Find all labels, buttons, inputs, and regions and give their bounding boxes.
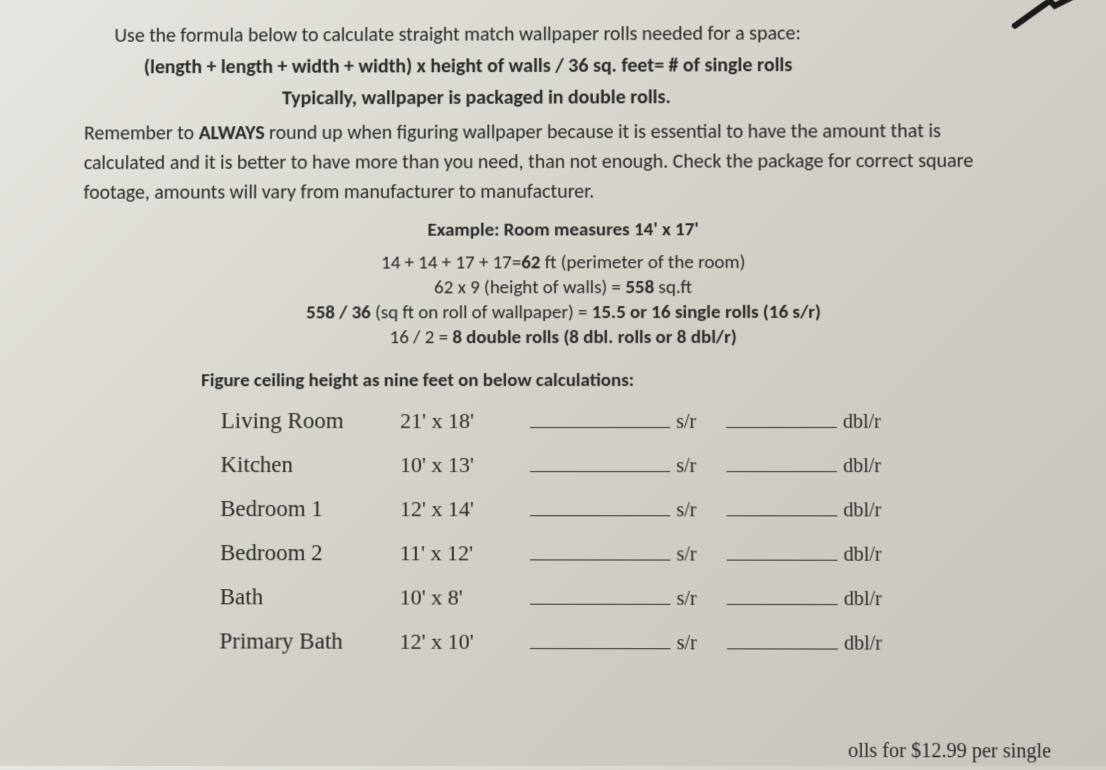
double-roll-blank[interactable] [727,540,838,560]
figure-header: Figure ceiling height as nine feet on be… [201,369,1048,393]
calc-line-3: 558 / 36 (sq ft on roll of wallpaper) = … [82,301,1047,325]
room-row: Bedroom 211' x 12' s/r dbl/r [220,540,1050,567]
dbl-label: dbl/r [843,411,881,434]
remember-prefix: Remember to [84,121,199,145]
dbl-label: dbl/r [843,455,881,478]
double-roll-blank[interactable] [727,496,838,516]
room-dimensions: 10' x 8' [400,584,530,610]
single-roll-blank[interactable] [530,496,670,516]
calc1-b: ft (perimeter of the room) [540,251,745,274]
rooms-table: Living Room21' x 18's/rdbl/rKitchen10' x… [80,408,1051,656]
dbl-label: dbl/r [844,632,882,655]
sr-label: s/r [676,499,696,522]
room-name: Bedroom 2 [220,540,400,566]
calc3-bold: 15.5 or 16 single rolls (16 s/r) [592,301,821,324]
double-roll-blank[interactable] [726,452,837,472]
typically-text: Typically, wallpaper is packaged in doub… [282,84,1046,110]
room-row: Bedroom 112' x 14' s/r dbl/r [220,496,1049,523]
room-row: Kitchen10' x 13' s/r dbl/r [220,452,1048,478]
room-name: Primary Bath [219,628,399,654]
sr-label: s/r [676,411,696,434]
calc3-a: 558 / 36 [306,301,371,324]
calc-line-4: 16 / 2 = 8 double rolls (8 dbl. rolls or… [82,326,1047,350]
sr-label: s/r [676,543,696,566]
calc2-a: 62 x 9 (height of walls) = [434,276,625,299]
single-roll-blank[interactable] [530,408,670,428]
calc1-bold: 62 [521,251,540,274]
example-header: Example: Room measures 14' x 17' [83,218,1047,243]
room-name: Living Room [221,408,400,434]
calc1-a: 14 + 14 + 17 + 17= [381,251,521,274]
double-roll-blank[interactable] [727,585,838,605]
single-roll-blank[interactable] [530,540,671,560]
calc2-b: sq.ft [654,276,692,299]
sr-label: s/r [677,632,697,655]
remember-paragraph: Remember to ALWAYS round up when figurin… [83,116,1006,208]
room-dimensions: 12' x 10' [400,629,530,655]
double-roll-blank[interactable] [727,629,838,649]
calc4-bold: 8 double rolls (8 dbl. rolls or 8 dbl/r) [452,326,736,349]
room-row: Bath10' x 8' s/r dbl/r [220,584,1050,611]
remember-bold: ALWAYS [199,121,265,145]
calc2-bold: 558 [625,276,654,299]
single-roll-blank[interactable] [530,629,671,649]
room-name: Bedroom 1 [220,496,400,522]
sr-label: s/r [677,588,697,611]
room-name: Bath [220,584,400,610]
double-roll-blank[interactable] [726,408,837,428]
calc3-b: (sq ft on roll of wallpaper) = [371,301,592,324]
instruction-text: Use the formula below to calculate strai… [114,21,1045,48]
dbl-label: dbl/r [843,544,881,567]
sr-label: s/r [676,455,696,478]
room-row: Primary Bath12' x 10' s/r dbl/r [219,628,1050,656]
single-roll-blank[interactable] [530,585,671,605]
room-dimensions: 10' x 13' [400,452,530,478]
formula-text: (length + length + width + width) x heig… [144,52,1046,79]
room-dimensions: 12' x 14' [400,496,530,522]
single-roll-blank[interactable] [530,452,670,472]
footer-price-fragment: olls for $12.99 per single [848,740,1051,764]
calc4-a: 16 / 2 = [390,326,453,349]
room-dimensions: 11' x 12' [400,540,530,566]
dbl-label: dbl/r [844,588,882,611]
room-dimensions: 21' x 18' [400,408,530,434]
calc-line-1: 14 + 14 + 17 + 17=62 ft (perimeter of th… [83,251,1047,275]
corner-scribble [1005,0,1086,41]
dbl-label: dbl/r [843,499,881,522]
room-name: Kitchen [220,452,400,478]
room-row: Living Room21' x 18' s/r dbl/r [221,408,1049,434]
calc-line-2: 62 x 9 (height of walls) = 558 sq.ft [83,276,1048,300]
